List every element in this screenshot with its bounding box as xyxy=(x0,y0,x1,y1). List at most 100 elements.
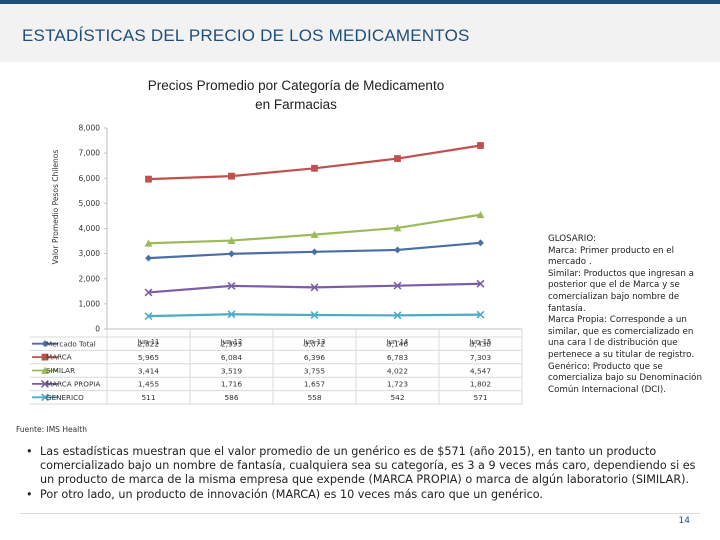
chart-title-line-2: en Farmacias xyxy=(255,97,337,112)
data-label: 7,303 xyxy=(470,353,491,362)
data-point xyxy=(227,281,236,290)
legend-label: Mercado Total xyxy=(46,339,96,348)
y-tick-label: 2,000 xyxy=(79,274,101,283)
data-label: 1,716 xyxy=(221,380,242,389)
legend-label: MARCA xyxy=(46,353,72,362)
data-label: 3,430 xyxy=(470,340,491,349)
data-point xyxy=(41,379,49,388)
data-label: 1,723 xyxy=(387,380,408,389)
data-point xyxy=(310,283,319,292)
legend-label: SIMILAR xyxy=(46,366,75,375)
glossary-marca-propia: Marca Propia: Corresponde a un similar, … xyxy=(548,315,695,360)
data-label: 4,022 xyxy=(387,366,408,375)
data-point xyxy=(311,248,318,256)
x-tick-label: Jun-15 xyxy=(469,338,492,346)
data-label: 558 xyxy=(307,393,321,402)
data-label: 571 xyxy=(473,393,487,402)
data-point xyxy=(145,254,152,262)
data-label: 3,755 xyxy=(304,366,325,375)
data-label: 1,657 xyxy=(304,380,325,389)
data-point xyxy=(145,175,152,183)
header-accent-bar xyxy=(0,0,720,4)
series-line xyxy=(148,213,481,245)
data-label: 6,783 xyxy=(387,353,408,362)
data-label: 4,547 xyxy=(470,366,491,375)
y-tick-label: 7,000 xyxy=(79,149,101,158)
data-point xyxy=(476,210,485,219)
chart-title: Precios Promedio por Categoría de Medica… xyxy=(96,76,496,114)
data-point xyxy=(228,250,235,258)
bullet-icon: • xyxy=(26,487,33,501)
page-number: 14 xyxy=(678,516,690,526)
data-point xyxy=(41,340,49,348)
glossary-generico: Genérico: Producto que se comercializa b… xyxy=(548,361,702,395)
data-point xyxy=(394,246,401,254)
data-point xyxy=(393,224,402,232)
data-label: 3,414 xyxy=(138,366,159,375)
data-point xyxy=(144,239,153,247)
data-point xyxy=(394,155,401,162)
x-tick-label: Jun-13 xyxy=(303,338,326,346)
chart-title-line-1: Precios Promedio por Categoría de Medica… xyxy=(147,78,445,93)
bullet-item: • Las estadísticas muestran que el valor… xyxy=(26,445,704,488)
x-tick-label: Jun-14 xyxy=(386,338,409,346)
data-point xyxy=(477,239,484,247)
data-label: 6,396 xyxy=(304,353,325,362)
data-point xyxy=(144,288,153,297)
data-label: 6,084 xyxy=(221,353,242,362)
data-point xyxy=(311,164,318,172)
data-label: 542 xyxy=(390,393,404,402)
data-point xyxy=(310,230,319,239)
data-point xyxy=(227,310,236,319)
data-point xyxy=(227,236,236,244)
data-point xyxy=(393,311,402,320)
glossary-marca: Marca: Primer producto en el mercado . xyxy=(548,245,675,268)
y-tick-label: 8,000 xyxy=(79,124,101,133)
data-label: 1,455 xyxy=(138,380,159,389)
data-label: 3,072 xyxy=(304,340,325,349)
x-tick-label: Jun-11 xyxy=(137,338,160,346)
y-tick-label: 4,000 xyxy=(79,224,101,233)
bullet-text: Las estadísticas muestran que el valor p… xyxy=(40,445,696,487)
data-point xyxy=(393,281,402,290)
y-tick-label: 0 xyxy=(95,325,100,334)
bullet-icon: • xyxy=(26,445,33,458)
y-axis-title: Valor Promedio Pesos Chilenos xyxy=(51,150,60,265)
data-point xyxy=(144,312,153,321)
y-tick-label: 6,000 xyxy=(79,174,101,183)
data-label: 2,993 xyxy=(221,340,242,349)
legend-label: MARCA PROPIA xyxy=(46,380,100,389)
data-label: 511 xyxy=(141,393,155,402)
data-label: 2,822 xyxy=(138,340,159,349)
series-line xyxy=(148,144,481,181)
bullet-text: Por otro lado, un producto de innovación… xyxy=(40,487,543,501)
legend-label: GENERICO xyxy=(46,393,84,402)
glossary: GLOSARIO: Marca: Primer producto en el m… xyxy=(548,234,704,396)
data-label: 5,965 xyxy=(138,353,159,362)
y-tick-label: 3,000 xyxy=(79,249,101,258)
y-tick-label: 5,000 xyxy=(79,199,101,208)
data-point xyxy=(41,366,49,374)
source-note: Fuente: IMS Health xyxy=(16,425,87,434)
data-point xyxy=(41,353,49,361)
bullet-item: • Por otro lado, un producto de innovaci… xyxy=(26,487,704,502)
data-point xyxy=(41,393,49,402)
data-label: 3,146 xyxy=(387,340,408,349)
data-label: 3,519 xyxy=(221,366,242,375)
header-band xyxy=(0,0,720,62)
data-point xyxy=(477,142,484,149)
data-point xyxy=(228,172,235,180)
footer-divider xyxy=(20,513,700,514)
data-point xyxy=(476,279,485,288)
data-label: 586 xyxy=(224,393,238,402)
slide-title: ESTADÍSTICAS DEL PRECIO DE LOS MEDICAMEN… xyxy=(22,26,470,45)
data-point xyxy=(310,311,319,319)
data-label: 1,802 xyxy=(470,380,491,389)
x-tick-label: Jun-12 xyxy=(220,338,243,346)
data-point xyxy=(476,310,485,319)
y-tick-label: 1,000 xyxy=(79,299,101,308)
glossary-heading: GLOSARIO: xyxy=(548,234,596,244)
bullet-list: • Las estadísticas muestran que el valor… xyxy=(26,445,704,502)
glossary-similar: Similar: Productos que ingresan a poster… xyxy=(548,268,694,314)
